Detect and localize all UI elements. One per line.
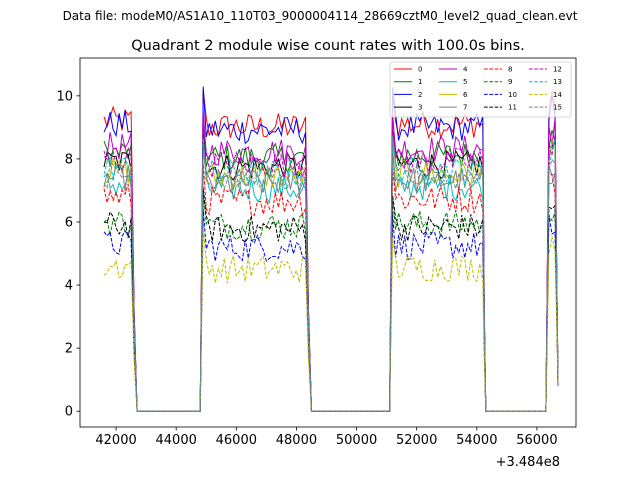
legend-label-15: 15: [553, 104, 562, 112]
legend-label-9: 9: [508, 78, 512, 86]
y-tick-label: 6: [65, 216, 73, 231]
legend-label-0: 0: [418, 66, 422, 74]
y-tick-label: 0: [65, 405, 73, 420]
suptitle: Data file: modeM0/AS1A10_110T03_90000041…: [63, 9, 578, 23]
legend-label-4: 4: [463, 66, 468, 74]
x-tick-label: 54000: [456, 433, 497, 448]
legend-label-12: 12: [553, 66, 562, 74]
legend-label-8: 8: [508, 66, 512, 74]
plot-series: [103, 86, 559, 412]
legend-label-2: 2: [418, 91, 422, 99]
series-line-15: [103, 136, 559, 412]
chart-title: Quadrant 2 module wise count rates with …: [131, 38, 525, 54]
legend-label-10: 10: [508, 91, 517, 99]
legend-label-5: 5: [463, 78, 467, 86]
legend-label-7: 7: [463, 104, 467, 112]
legend-label-1: 1: [418, 78, 422, 86]
y-tick-label: 8: [65, 152, 73, 167]
x-tick-label: 46000: [216, 433, 257, 448]
legend-label-14: 14: [553, 91, 562, 99]
y-tick-label: 2: [65, 342, 73, 357]
x-tick-label: 44000: [156, 433, 197, 448]
legend-box: [389, 61, 572, 118]
x-tick-label: 56000: [516, 433, 557, 448]
x-offset-label: +3.484e8: [496, 455, 560, 470]
legend-label-13: 13: [553, 78, 562, 86]
x-tick-label: 50000: [336, 433, 377, 448]
legend-label-3: 3: [418, 104, 422, 112]
x-tick-label: 42000: [95, 433, 136, 448]
plot-frame: [79, 57, 577, 428]
legend-label-6: 6: [463, 91, 468, 99]
y-tick-label: 10: [56, 89, 73, 104]
x-tick-label: 52000: [396, 433, 437, 448]
axes: 42000 44000 46000 48000 50000 52000 54000 56000…: [56, 57, 577, 448]
x-tick-label: 48000: [276, 433, 317, 448]
legend-label-11: 11: [508, 104, 517, 112]
y-tick-label: 4: [65, 279, 73, 294]
